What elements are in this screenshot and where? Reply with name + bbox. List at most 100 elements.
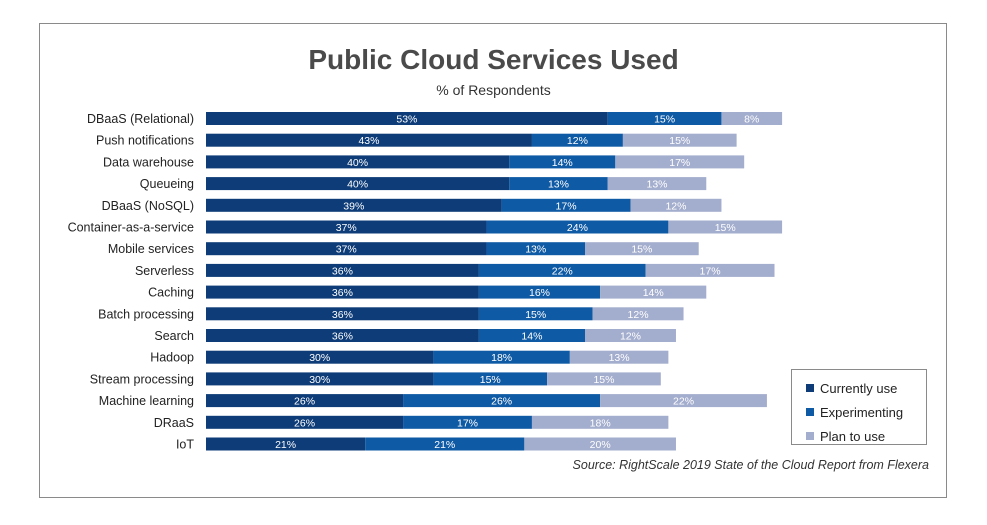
data-label-plan-to-use-push-notifications: 15% [669,135,690,147]
bar-experimenting-draas [403,415,532,429]
data-label-experimenting-stream-processing: 15% [480,374,501,386]
legend: Currently use Experimenting Plan to use [791,369,927,445]
legend-item-plan-to-use: Plan to use [806,424,926,448]
legend-swatch-plan-to-use [806,432,814,440]
bar-plan-to-use-search [585,329,676,342]
data-label-currently-use-mobile-services: 37% [336,244,357,256]
category-label-container-as-a-service: Container-as-a-service [68,221,194,235]
bar-currently-use-machine-learning [206,394,404,408]
bar-experimenting-dbaas-relational [607,112,722,125]
data-label-currently-use-data-warehouse: 40% [347,157,368,169]
bar-currently-use-dbaas-relational [206,112,608,125]
bar-currently-use-draas [206,415,404,429]
bar-plan-to-use-container-as-a-service [668,220,783,234]
data-label-plan-to-use-search: 12% [620,331,641,343]
data-label-currently-use-batch-processing: 36% [332,309,353,321]
legend-item-experimenting: Experimenting [806,400,926,424]
bar-experimenting-hadoop [433,350,570,364]
bar-experimenting-machine-learning [403,394,601,408]
data-label-currently-use-machine-learning: 26% [294,396,315,408]
data-label-plan-to-use-draas: 18% [590,417,611,429]
bar-plan-to-use-data-warehouse [615,155,745,169]
bar-currently-use-mobile-services [206,242,487,256]
category-label-machine-learning: Machine learning [99,394,194,408]
data-label-experimenting-caching: 16% [529,287,550,299]
data-label-plan-to-use-batch-processing: 12% [628,309,649,321]
data-label-experimenting-batch-processing: 15% [525,309,546,321]
bar-plan-to-use-machine-learning [600,394,767,408]
legend-swatch-experimenting [806,408,814,416]
bar-currently-use-container-as-a-service [206,220,487,234]
bar-plan-to-use-batch-processing [592,307,684,321]
data-label-experimenting-mobile-services: 13% [525,244,546,256]
data-label-currently-use-serverless: 36% [332,265,353,277]
bar-currently-use-iot [206,437,366,451]
category-label-search: Search [154,329,194,343]
bar-plan-to-use-hadoop [569,350,669,364]
legend-label-plan-to-use: Plan to use [820,428,886,444]
bar-plan-to-use-dbaas-nosql [630,198,722,212]
data-label-currently-use-queueing: 40% [347,179,368,191]
bar-currently-use-stream-processing [206,372,434,386]
data-label-experimenting-machine-learning: 26% [491,396,512,408]
data-label-experimenting-search: 14% [521,331,542,343]
data-label-plan-to-use-dbaas-nosql: 12% [665,200,686,212]
bar-currently-use-queueing [206,177,510,191]
bar-plan-to-use-stream-processing [547,372,661,386]
category-label-push-notifications: Push notifications [96,134,194,148]
bar-experimenting-push-notifications [531,133,623,147]
bar-experimenting-queueing [509,177,608,191]
data-label-experimenting-iot: 21% [434,439,455,451]
category-label-mobile-services: Mobile services [108,242,194,256]
category-label-caching: Caching [148,286,194,300]
bar-experimenting-stream-processing [433,372,548,386]
legend-label-experimenting: Experimenting [820,404,904,420]
data-label-currently-use-container-as-a-service: 37% [336,222,357,234]
category-label-stream-processing: Stream processing [90,372,194,386]
category-label-dbaas-nosql: DBaaS (NoSQL) [102,199,194,213]
bar-experimenting-caching [478,285,601,299]
data-label-currently-use-push-notifications: 43% [358,135,379,147]
data-label-currently-use-stream-processing: 30% [309,374,330,386]
data-label-experimenting-push-notifications: 12% [567,135,588,147]
bar-currently-use-batch-processing [206,307,479,321]
bar-experimenting-iot [365,437,525,451]
bar-plan-to-use-queueing [607,177,707,191]
chart-subtitle: % of Respondents [436,82,551,98]
data-label-plan-to-use-hadoop: 13% [609,352,630,364]
bar-plan-to-use-iot [524,437,676,451]
data-label-plan-to-use-caching: 14% [643,287,664,299]
bar-plan-to-use-draas [531,415,669,429]
data-label-experimenting-dbaas-relational: 15% [654,114,675,126]
data-label-experimenting-hadoop: 18% [491,352,512,364]
category-label-dbaas-relational: DBaaS (Relational) [87,112,194,126]
bar-currently-use-serverless [206,263,479,277]
bar-currently-use-search [206,329,479,342]
category-label-data-warehouse: Data warehouse [103,155,194,169]
bar-plan-to-use-serverless [645,263,775,277]
legend-item-currently-use: Currently use [806,376,926,400]
data-label-plan-to-use-queueing: 13% [647,179,668,191]
legend-swatch-currently-use [806,384,814,392]
bar-experimenting-container-as-a-service [486,220,669,234]
data-label-plan-to-use-container-as-a-service: 15% [715,222,736,234]
bar-currently-use-caching [206,285,479,299]
bar-experimenting-batch-processing [478,307,593,321]
category-label-queueing: Queueing [140,177,194,191]
data-label-experimenting-container-as-a-service: 24% [567,222,588,234]
data-label-currently-use-hadoop: 30% [309,352,330,364]
data-label-experimenting-serverless: 22% [552,265,573,277]
data-label-currently-use-dbaas-nosql: 39% [343,200,364,212]
data-label-plan-to-use-serverless: 17% [700,265,721,277]
legend-label-currently-use: Currently use [820,380,898,396]
data-label-experimenting-draas: 17% [457,417,478,429]
bar-plan-to-use-mobile-services [585,242,699,256]
bar-experimenting-dbaas-nosql [501,198,631,212]
data-label-experimenting-queueing: 13% [548,179,569,191]
data-label-plan-to-use-mobile-services: 15% [631,244,652,256]
bar-experimenting-search [478,329,585,342]
bar-plan-to-use-push-notifications [622,133,737,147]
data-label-currently-use-draas: 26% [294,417,315,429]
data-label-currently-use-iot: 21% [275,439,296,451]
